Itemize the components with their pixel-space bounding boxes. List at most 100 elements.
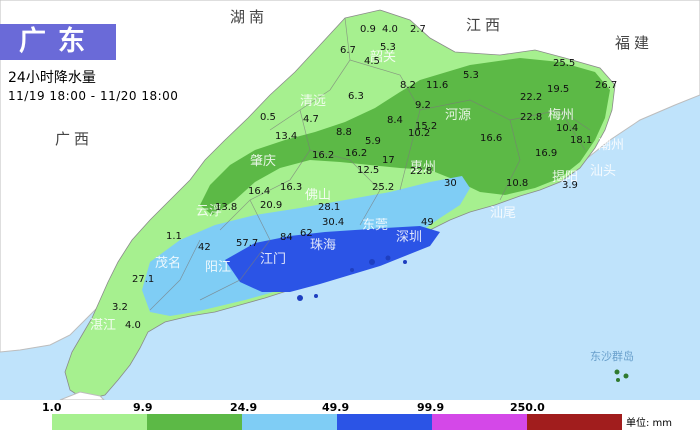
- legend-swatch: [527, 414, 622, 430]
- rain-value: 6.3: [348, 91, 364, 102]
- rain-value: 16.4: [248, 186, 271, 197]
- rain-value: 25.5: [553, 58, 576, 69]
- rain-value: 22.2: [520, 92, 543, 103]
- legend-break: 49.9: [322, 401, 350, 414]
- neighbor-label-jiangxi: 江西: [466, 16, 505, 34]
- rain-value: 16.2: [345, 148, 368, 159]
- city-label-chaozhou: 潮州: [598, 138, 625, 153]
- city-label-yangjiang: 阳江: [205, 260, 232, 275]
- rainfall-map: [0, 0, 700, 400]
- city-label-qingyuan: 清远: [300, 94, 327, 109]
- rain-value: 11.6: [426, 80, 449, 91]
- rain-value: 16.9: [535, 148, 558, 159]
- neighbor-label-fujian: 福建: [615, 34, 654, 52]
- rain-value: 84: [280, 232, 293, 243]
- legend-swatch: [242, 414, 337, 430]
- hainan-island: [59, 391, 105, 400]
- legend-break: 24.9: [230, 401, 258, 414]
- rain-value: 4.0: [125, 320, 141, 331]
- city-label-shanwei: 汕尾: [490, 206, 517, 221]
- rain-value: 18.1: [570, 135, 593, 146]
- rain-value: 5.3: [380, 42, 396, 53]
- city-label-heyuan: 河源: [445, 108, 472, 123]
- islands: [297, 255, 407, 301]
- rain-value: 6.7: [340, 45, 356, 56]
- dongsha-islands: [614, 369, 629, 382]
- rain-value: 0.5: [260, 112, 276, 123]
- city-label-huizhou: 惠州: [410, 160, 437, 175]
- city-label-zhuhai: 珠海: [310, 238, 337, 253]
- rain-value: 30: [444, 178, 457, 189]
- neighbor-label-guangxi: 广西: [55, 130, 94, 148]
- rain-value: 27.1: [132, 274, 155, 285]
- rain-value: 16.6: [480, 133, 503, 144]
- time-range: 11/19 18:00 - 11/20 18:00: [8, 89, 179, 103]
- rain-value: 9.2: [415, 100, 431, 111]
- map-subtitle: 24小时降水量: [8, 70, 96, 86]
- city-label-yunfu: 云浮: [196, 204, 223, 219]
- rain-value: 13.4: [275, 131, 298, 142]
- rain-value: 22.8: [520, 112, 543, 123]
- city-label-zhanjiang: 湛江: [90, 318, 117, 333]
- city-label-shaoguan: 韶关: [370, 50, 397, 65]
- rain-zone-moderate: [200, 58, 610, 215]
- rain-value: 10.2: [408, 128, 431, 139]
- rain-value: 42: [198, 242, 211, 253]
- legend-swatch: [52, 414, 147, 430]
- rain-value: 4.5: [364, 56, 380, 67]
- rain-value: 13.8: [215, 202, 238, 213]
- rain-value: 17: [382, 155, 395, 166]
- city-label-meizhou: 梅州: [548, 108, 575, 123]
- rain-value: 19.5: [547, 84, 570, 95]
- city-label-shantou: 汕头: [590, 164, 617, 179]
- rain-value: 3.2: [112, 302, 128, 313]
- legend-break: 250.0: [510, 401, 545, 414]
- legend-swatch: [337, 414, 432, 430]
- map-title: 广东: [0, 24, 116, 60]
- rain-value: 16.3: [280, 182, 303, 193]
- rain-value: 25.2: [372, 182, 395, 193]
- legend-swatch: [147, 414, 242, 430]
- rain-value: 16.2: [312, 150, 335, 161]
- city-label-jieyang: 揭阳: [552, 170, 579, 185]
- rain-value: 26.7: [595, 80, 618, 91]
- city-label-zhaoqing: 肇庆: [250, 154, 277, 169]
- rain-value: 4.7: [303, 114, 319, 125]
- rain-value: 1.1: [166, 231, 182, 242]
- rain-value: 10.8: [506, 178, 529, 189]
- rain-value: 5.9: [365, 136, 381, 147]
- rain-value: 28.1: [318, 202, 341, 213]
- rain-value: 8.8: [336, 127, 352, 138]
- city-boundaries: [149, 17, 591, 311]
- rain-value: 62: [300, 228, 313, 239]
- legend-break: 1.0: [42, 401, 62, 414]
- city-label-jiangmen: 江门: [260, 252, 287, 267]
- city-label-shenzhen: 深圳: [396, 230, 423, 245]
- legend-break: 9.9: [133, 401, 153, 414]
- legend-swatch: [432, 414, 527, 430]
- rain-value: 20.9: [260, 200, 283, 211]
- rain-value: 12.5: [357, 165, 380, 176]
- legend-break: 99.9: [417, 401, 445, 414]
- legend-unit: 单位: mm: [626, 418, 673, 429]
- rain-value: 8.2: [400, 80, 416, 91]
- rain-value: 5.3: [463, 70, 479, 81]
- rain-value: 49: [421, 217, 434, 228]
- rain-value: 3.9: [562, 180, 578, 191]
- rain-value: 15.2: [415, 121, 438, 132]
- legend: 1.0 9.9 24.9 49.9 99.9 250.0 单位: mm: [0, 400, 700, 430]
- rain-value: 22.8: [410, 166, 433, 177]
- rain-value: 2.7: [410, 24, 426, 35]
- rain-value: 8.4: [387, 115, 403, 126]
- rain-value: 57.7: [236, 238, 259, 249]
- rain-value: 4.0: [382, 24, 398, 35]
- rain-value: 0.9: [360, 24, 376, 35]
- dongsha-label: 东沙群岛: [590, 350, 634, 363]
- city-label-foshan: 佛山: [305, 188, 332, 203]
- neighbor-label-hunan: 湖南: [230, 8, 269, 26]
- city-label-maoming: 茂名: [155, 256, 182, 271]
- rain-value: 30.4: [322, 217, 345, 228]
- rain-zone-rainstorm: [225, 226, 440, 292]
- legend-color-bar: [52, 414, 622, 430]
- rain-value: 10.4: [556, 123, 579, 134]
